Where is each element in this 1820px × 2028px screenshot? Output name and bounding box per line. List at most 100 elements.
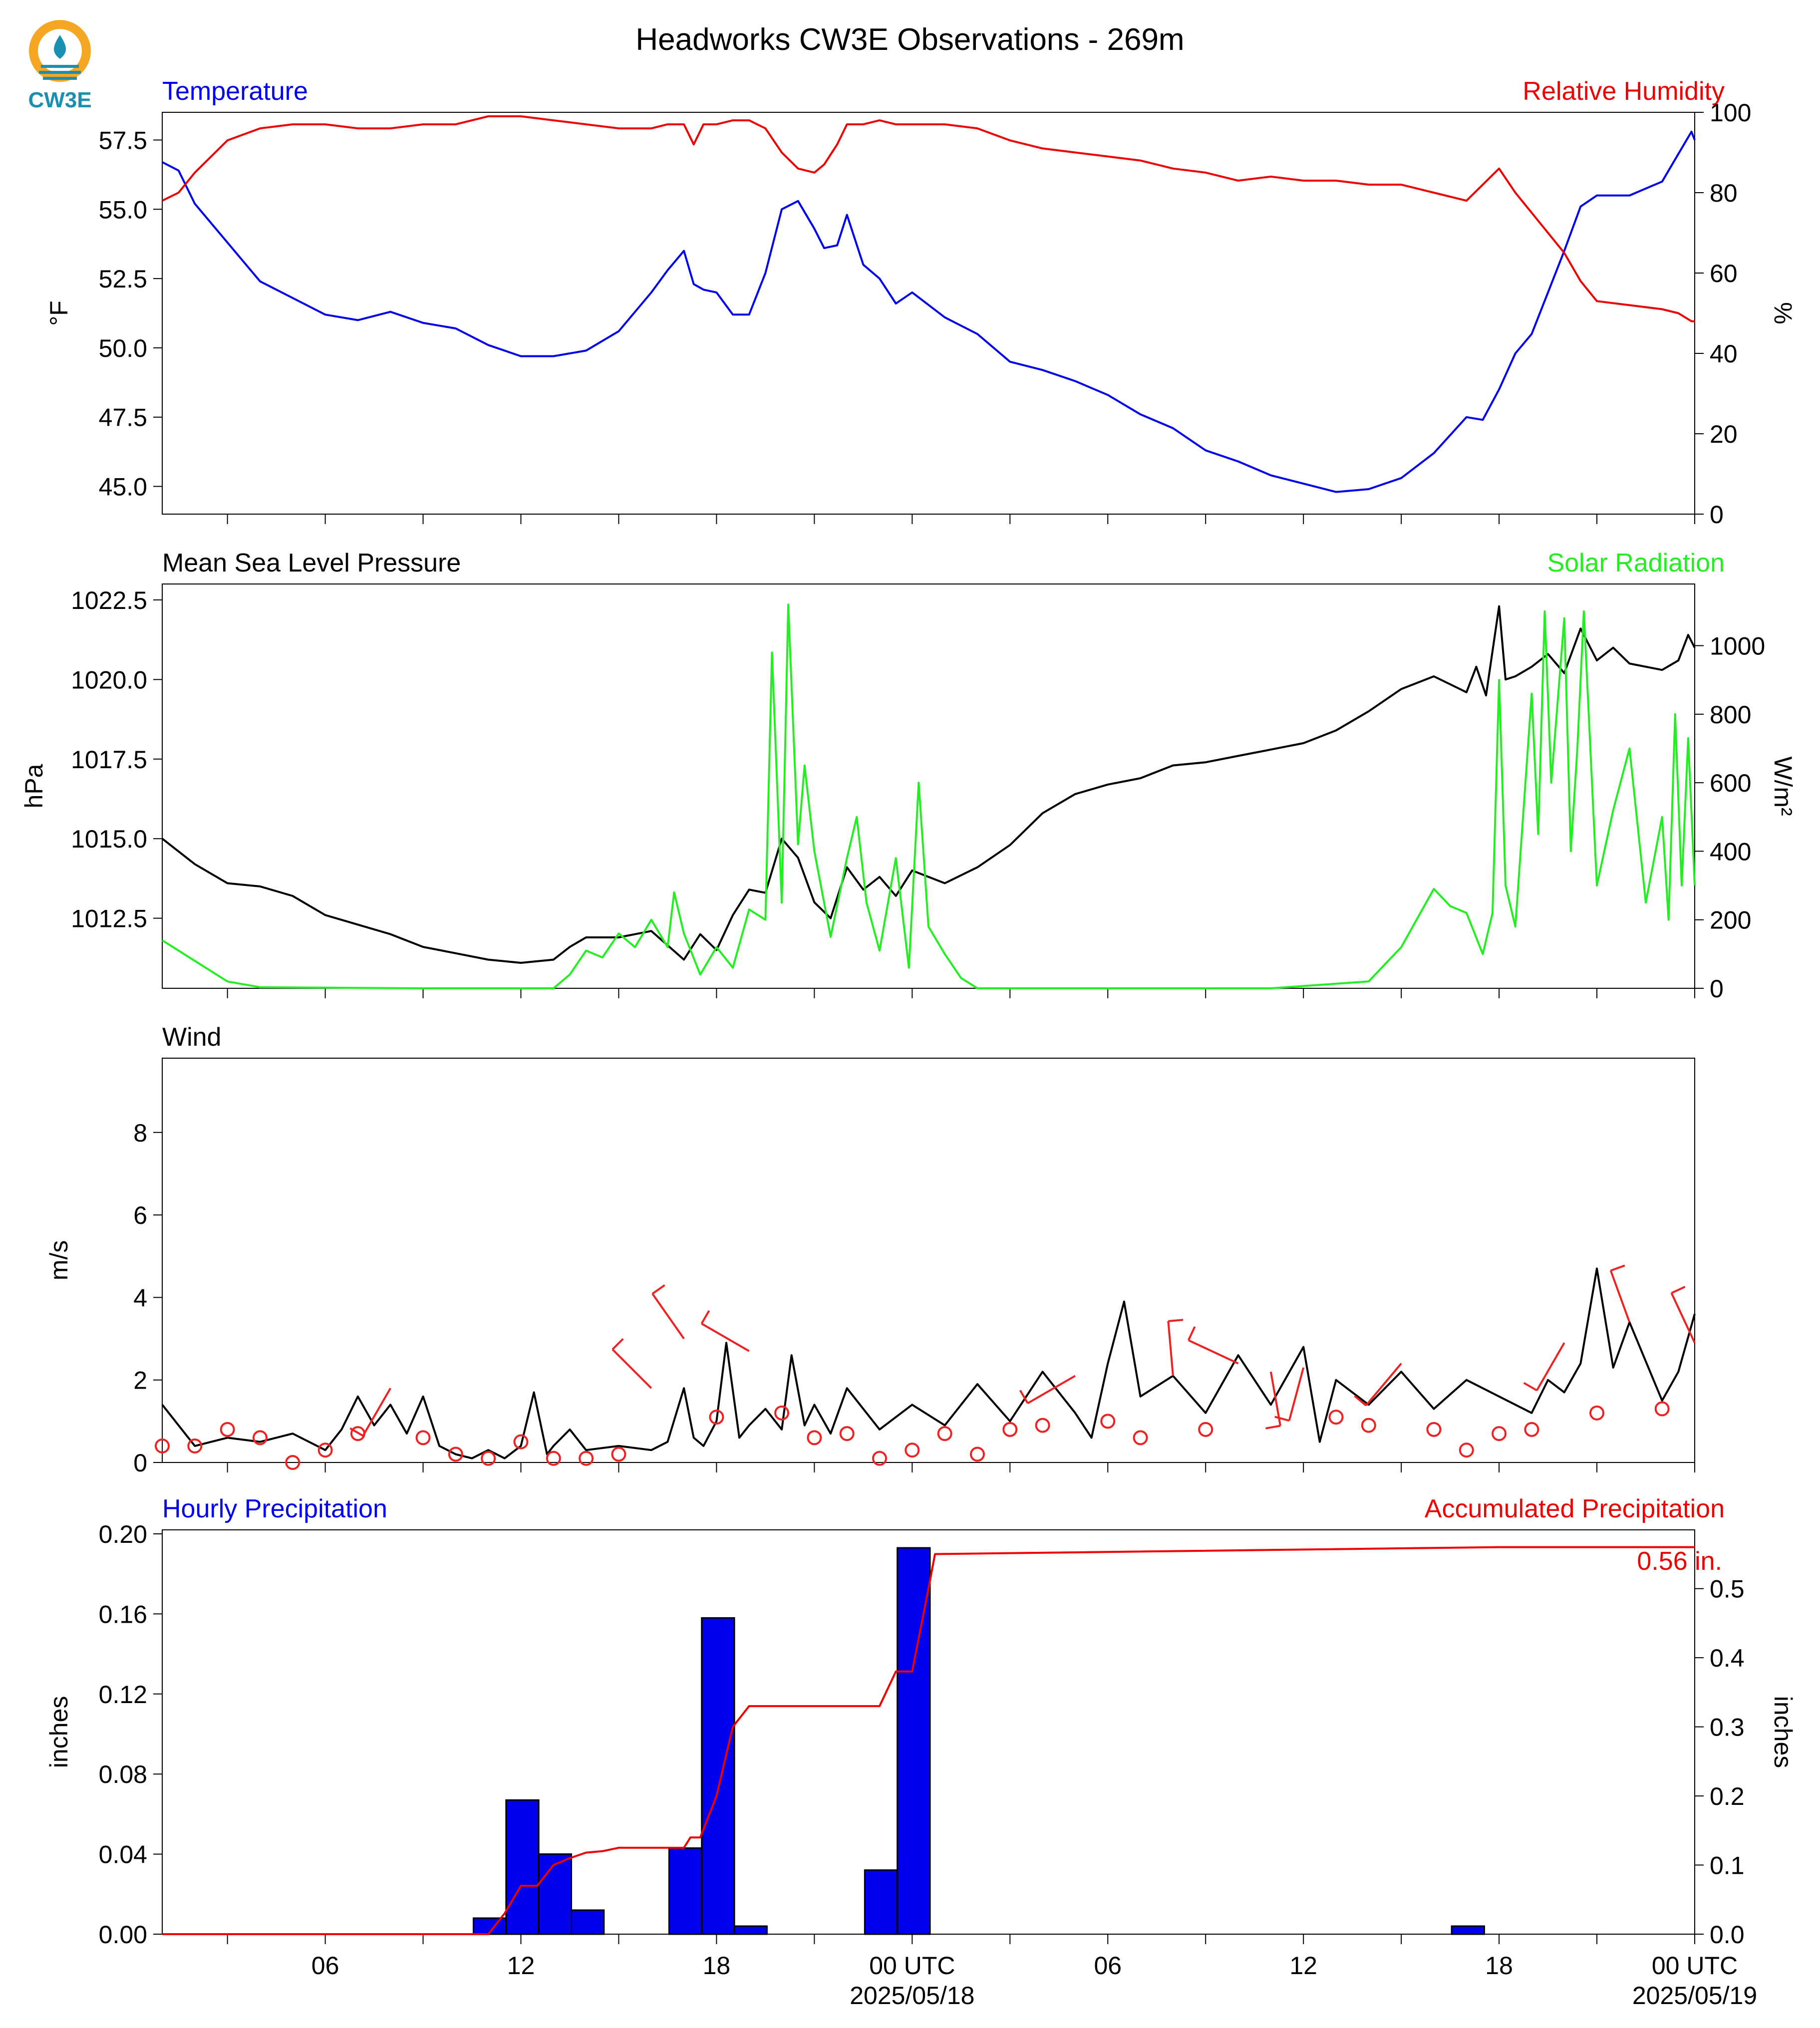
- wind-calm-marker: [709, 1410, 724, 1425]
- y-tick-label: 0.08: [99, 1760, 147, 1788]
- wind-barb-flag: [1274, 1416, 1290, 1422]
- panel-temp_rh: Temperature Relative Humidity 45.0 47.5 50.0…: [45, 77, 1797, 529]
- wind-calm-marker: [317, 1443, 333, 1458]
- wind-barb: [1365, 1363, 1402, 1407]
- y-tick-label: 1015.0: [71, 825, 147, 853]
- left-title: Hourly Precipitation: [162, 1494, 387, 1523]
- y-tick-label: 50.0: [99, 334, 147, 362]
- wind-barb: [1609, 1270, 1631, 1323]
- y2-tick-label: 20: [1710, 420, 1738, 448]
- y-tick-label: 45.0: [99, 473, 147, 501]
- series-line-relative-humidity: [162, 115, 1695, 322]
- wind-calm-marker: [155, 1438, 170, 1453]
- cw3e-logo-icon: CW3E: [28, 20, 92, 112]
- y-tick-label: 0.04: [99, 1841, 147, 1869]
- wind-calm-marker: [187, 1438, 203, 1453]
- y2-tick-label: 600: [1710, 769, 1751, 797]
- wind-barb-flag: [1523, 1382, 1537, 1392]
- wind-barb: [1167, 1321, 1174, 1376]
- series-line-solar-radiation: [161, 603, 1696, 989]
- logo: CW3E: [20, 15, 105, 115]
- wind-calm-marker: [1492, 1426, 1507, 1442]
- wind-barb-flag: [611, 1338, 624, 1350]
- y-tick-label: 6: [133, 1201, 147, 1229]
- wind-calm-marker: [513, 1434, 529, 1449]
- right-title: Accumulated Precipitation: [1425, 1494, 1725, 1523]
- wind-calm-marker: [579, 1450, 594, 1466]
- right-title: Relative Humidity: [1522, 77, 1725, 106]
- y2-tick-label: 0.0: [1710, 1921, 1745, 1949]
- wind-calm-marker: [1426, 1422, 1442, 1437]
- wind-calm-marker: [839, 1426, 855, 1442]
- panel-wind: Wind 0 2 4 6 8 m/s: [45, 1023, 1696, 1477]
- wind-calm-marker: [1589, 1405, 1605, 1421]
- wind-calm-marker: [807, 1430, 822, 1446]
- y-tick-label: 47.5: [99, 404, 147, 432]
- wind-barb: [1288, 1367, 1305, 1421]
- wind-barb-flag: [700, 1310, 710, 1324]
- x-tick-label: 00 UTC: [1652, 1952, 1738, 1980]
- wind-calm-marker: [1035, 1418, 1050, 1433]
- y2-tick-label: 0.1: [1710, 1852, 1745, 1880]
- wind-barb: [1269, 1371, 1281, 1426]
- y2-tick-label: 40: [1710, 340, 1738, 368]
- wind-calm-marker: [415, 1430, 431, 1446]
- wind-calm-marker: [220, 1422, 235, 1437]
- wind-calm-marker: [905, 1443, 920, 1458]
- y2-tick-label: 60: [1710, 260, 1738, 288]
- y2-axis-label: W/m²: [1769, 756, 1797, 816]
- wind-calm-marker: [774, 1405, 790, 1421]
- y2-tick-label: 100: [1710, 99, 1751, 127]
- date-label: 2025/05/19: [1632, 1982, 1757, 2010]
- precip-bar: [538, 1853, 572, 1935]
- precip-bar: [701, 1617, 735, 1935]
- precip-bar: [733, 1925, 768, 1935]
- wind-calm-marker: [969, 1447, 985, 1462]
- plot-frame: [162, 112, 1695, 515]
- y2-tick-label: 80: [1710, 179, 1738, 207]
- panel-precip: Hourly Precipitation Accumulated Precipit…: [45, 1494, 1797, 1949]
- y-tick-label: 4: [133, 1284, 147, 1312]
- y-tick-label: 8: [133, 1119, 147, 1147]
- y2-tick-label: 0.4: [1710, 1644, 1745, 1672]
- date-label: 2025/05/18: [850, 1982, 974, 2010]
- x-tick-label: 12: [1289, 1952, 1317, 1980]
- wind-calm-marker: [285, 1455, 301, 1470]
- left-title: Mean Sea Level Pressure: [162, 549, 461, 578]
- y2-axis-label: %: [1769, 302, 1797, 324]
- left-title: Wind: [162, 1023, 221, 1052]
- y-tick-label: 1017.5: [71, 746, 147, 774]
- y-tick-label: 57.5: [99, 127, 147, 155]
- wind-barb-flag: [349, 1427, 364, 1437]
- x-tick-label: 18: [1485, 1952, 1513, 1980]
- x-tick-label: 06: [311, 1952, 339, 1980]
- wind-calm-marker: [1524, 1422, 1539, 1437]
- y-axis-label: inches: [45, 1696, 73, 1768]
- y-tick-label: 0.16: [99, 1600, 147, 1628]
- y2-tick-label: 200: [1710, 906, 1751, 934]
- plot-frame: [162, 1058, 1695, 1463]
- left-title: Temperature: [162, 77, 308, 106]
- wind-calm-marker: [481, 1450, 496, 1466]
- wind-calm-marker: [1654, 1401, 1670, 1417]
- wind-barb: [651, 1293, 685, 1340]
- wind-barb-flag: [1671, 1286, 1686, 1294]
- wind-calm-marker: [1361, 1418, 1376, 1433]
- wind-calm-marker: [1100, 1414, 1116, 1429]
- x-tick-label: 06: [1094, 1952, 1122, 1980]
- series-line-temperature: [162, 130, 1696, 493]
- wind-barb-flag: [651, 1284, 665, 1295]
- y-tick-label: 0.12: [99, 1681, 147, 1709]
- wind-barb-flag: [1265, 1425, 1281, 1430]
- wind-calm-marker: [1002, 1422, 1018, 1437]
- y-tick-label: 1012.5: [71, 905, 147, 933]
- x-tick-label: 00 UTC: [869, 1952, 955, 1980]
- y-axis-label: °F: [45, 300, 73, 326]
- wind-calm-marker: [872, 1450, 888, 1466]
- wind-barb: [1535, 1342, 1565, 1391]
- wind-calm-marker: [252, 1430, 268, 1446]
- y2-tick-label: 0: [1710, 501, 1724, 529]
- wind-barb-flag: [1188, 1326, 1196, 1341]
- logo-text: CW3E: [28, 88, 91, 112]
